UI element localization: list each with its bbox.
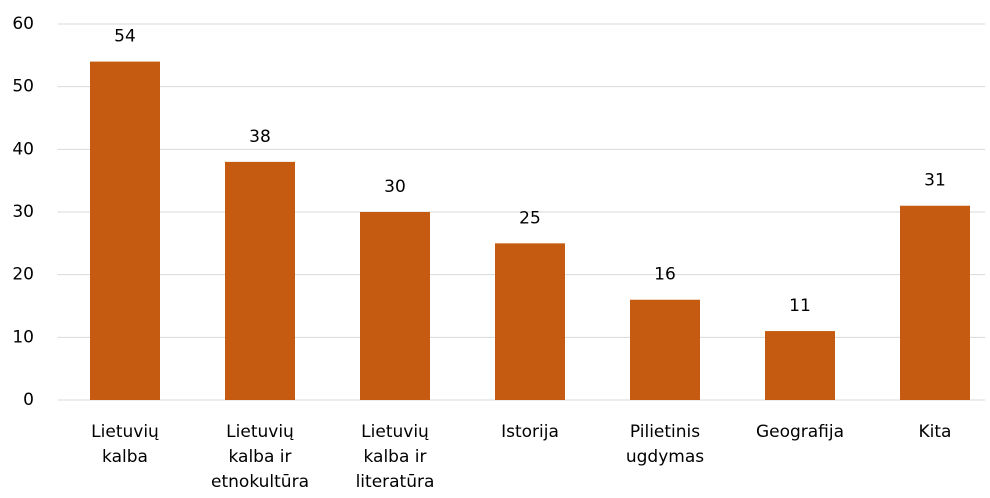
y-tick-label: 10 <box>12 327 34 347</box>
x-tick-label: Lietuvių kalba ir literatūra <box>355 422 435 492</box>
data-label: 54 <box>114 27 136 47</box>
bar <box>495 243 565 400</box>
data-label: 31 <box>924 171 946 191</box>
y-tick-label: 40 <box>12 139 34 159</box>
x-tick-label: Istorija <box>501 422 559 442</box>
data-label: 25 <box>519 208 541 228</box>
y-tick-label: 30 <box>12 202 34 222</box>
bar <box>765 331 835 400</box>
bar <box>90 61 160 400</box>
bar <box>225 161 295 400</box>
data-label: 38 <box>249 127 271 147</box>
x-tick-label: Lietuvių kalba ir etnokultūra <box>211 422 309 492</box>
bar <box>360 212 430 400</box>
y-tick-label: 60 <box>12 14 34 34</box>
x-tick-label: Pilietinis ugdymas <box>625 422 705 467</box>
y-tick-label: 20 <box>12 265 34 285</box>
data-label: 11 <box>789 296 811 316</box>
y-tick-label: 50 <box>12 77 34 97</box>
data-label: 16 <box>654 265 676 285</box>
x-tick-label: Lietuvių kalba <box>91 422 159 467</box>
x-tick-label: Kita <box>918 422 952 442</box>
x-tick-label: Geografija <box>755 422 845 442</box>
data-label: 30 <box>384 177 406 197</box>
bar <box>900 205 970 400</box>
bar <box>630 299 700 400</box>
y-tick-label: 0 <box>23 390 34 410</box>
